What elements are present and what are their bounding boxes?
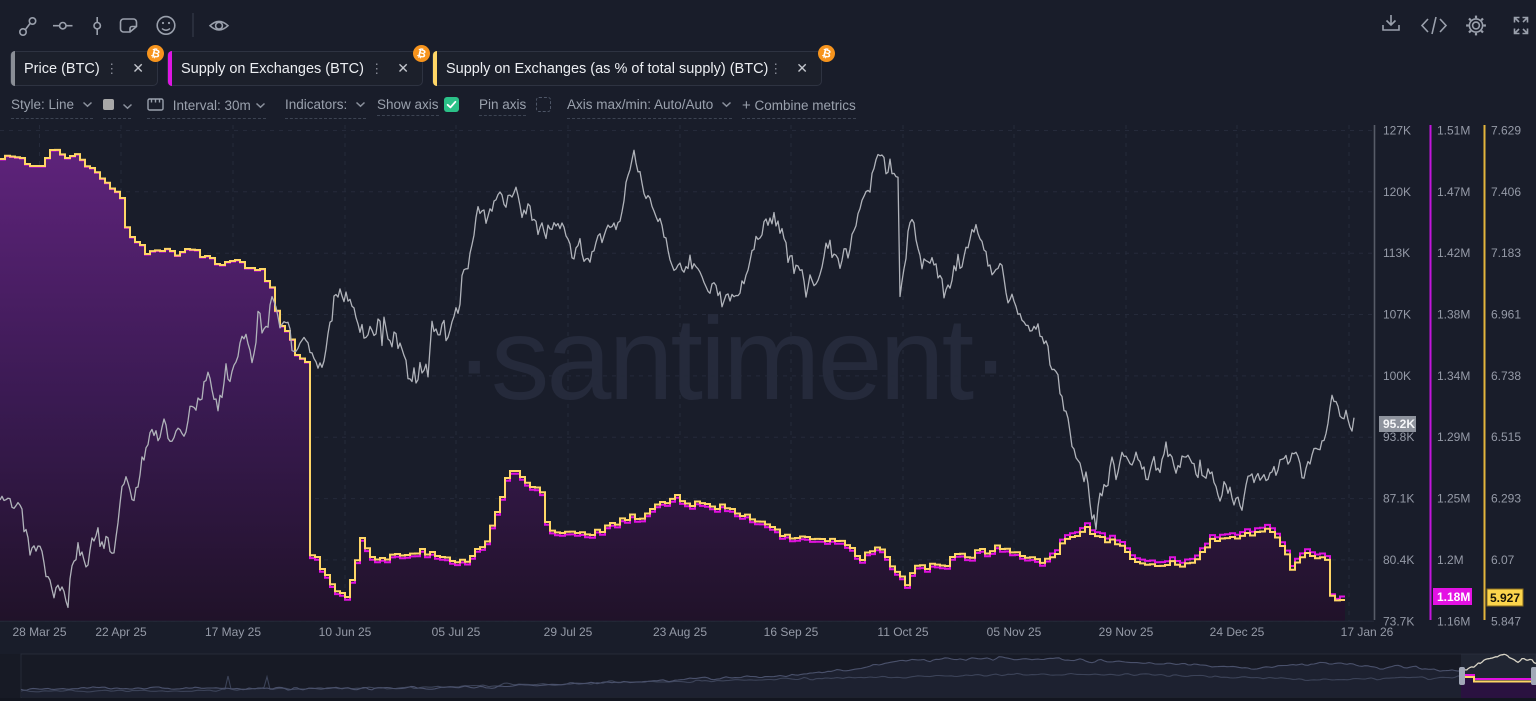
svg-text:7.629: 7.629 bbox=[1491, 124, 1521, 138]
svg-text:7.183: 7.183 bbox=[1491, 246, 1521, 260]
svg-text:05 Nov 25: 05 Nov 25 bbox=[987, 625, 1042, 639]
svg-text:6.961: 6.961 bbox=[1491, 308, 1521, 322]
svg-text:11 Oct 25: 11 Oct 25 bbox=[877, 625, 928, 639]
svg-text:100K: 100K bbox=[1383, 369, 1411, 383]
svg-text:107K: 107K bbox=[1383, 308, 1411, 322]
svg-text:95.2K: 95.2K bbox=[1383, 417, 1415, 431]
svg-text:7.406: 7.406 bbox=[1491, 185, 1521, 199]
svg-text:1.25M: 1.25M bbox=[1437, 492, 1470, 506]
svg-text:120K: 120K bbox=[1383, 185, 1411, 199]
svg-text:6.515: 6.515 bbox=[1491, 430, 1521, 444]
svg-text:1.2M: 1.2M bbox=[1437, 553, 1464, 567]
svg-text:10 Jun 25: 10 Jun 25 bbox=[319, 625, 372, 639]
svg-text:6.738: 6.738 bbox=[1491, 369, 1521, 383]
svg-text:5.847: 5.847 bbox=[1491, 614, 1521, 628]
svg-text:1.16M: 1.16M bbox=[1437, 614, 1470, 628]
svg-text:1.47M: 1.47M bbox=[1437, 185, 1470, 199]
svg-text:05 Jul 25: 05 Jul 25 bbox=[432, 625, 481, 639]
svg-text:93.8K: 93.8K bbox=[1383, 430, 1414, 444]
svg-text:28 Mar 25: 28 Mar 25 bbox=[12, 625, 66, 639]
svg-text:87.1K: 87.1K bbox=[1383, 492, 1414, 506]
svg-text:·santiment·: ·santiment· bbox=[455, 293, 1007, 424]
svg-text:80.4K: 80.4K bbox=[1383, 553, 1414, 567]
svg-text:1.34M: 1.34M bbox=[1437, 369, 1470, 383]
svg-text:29 Jul 25: 29 Jul 25 bbox=[544, 625, 593, 639]
svg-text:1.18M: 1.18M bbox=[1437, 590, 1470, 604]
svg-text:1.29M: 1.29M bbox=[1437, 430, 1470, 444]
svg-text:29 Nov 25: 29 Nov 25 bbox=[1099, 625, 1154, 639]
svg-text:16 Sep 25: 16 Sep 25 bbox=[764, 625, 819, 639]
svg-text:127K: 127K bbox=[1383, 124, 1411, 138]
svg-text:24 Dec 25: 24 Dec 25 bbox=[1210, 625, 1265, 639]
svg-text:5.927: 5.927 bbox=[1490, 591, 1520, 605]
svg-text:1.51M: 1.51M bbox=[1437, 124, 1470, 138]
svg-text:6.293: 6.293 bbox=[1491, 492, 1521, 506]
svg-text:1.38M: 1.38M bbox=[1437, 308, 1470, 322]
svg-text:6.07: 6.07 bbox=[1491, 553, 1515, 567]
svg-text:73.7K: 73.7K bbox=[1383, 614, 1414, 628]
svg-text:17 Jan 26: 17 Jan 26 bbox=[1341, 625, 1394, 639]
svg-text:23 Aug 25: 23 Aug 25 bbox=[653, 625, 707, 639]
svg-text:17 May 25: 17 May 25 bbox=[205, 625, 261, 639]
svg-text:1.42M: 1.42M bbox=[1437, 246, 1470, 260]
svg-text:22 Apr 25: 22 Apr 25 bbox=[95, 625, 147, 639]
svg-text:113K: 113K bbox=[1383, 246, 1410, 260]
